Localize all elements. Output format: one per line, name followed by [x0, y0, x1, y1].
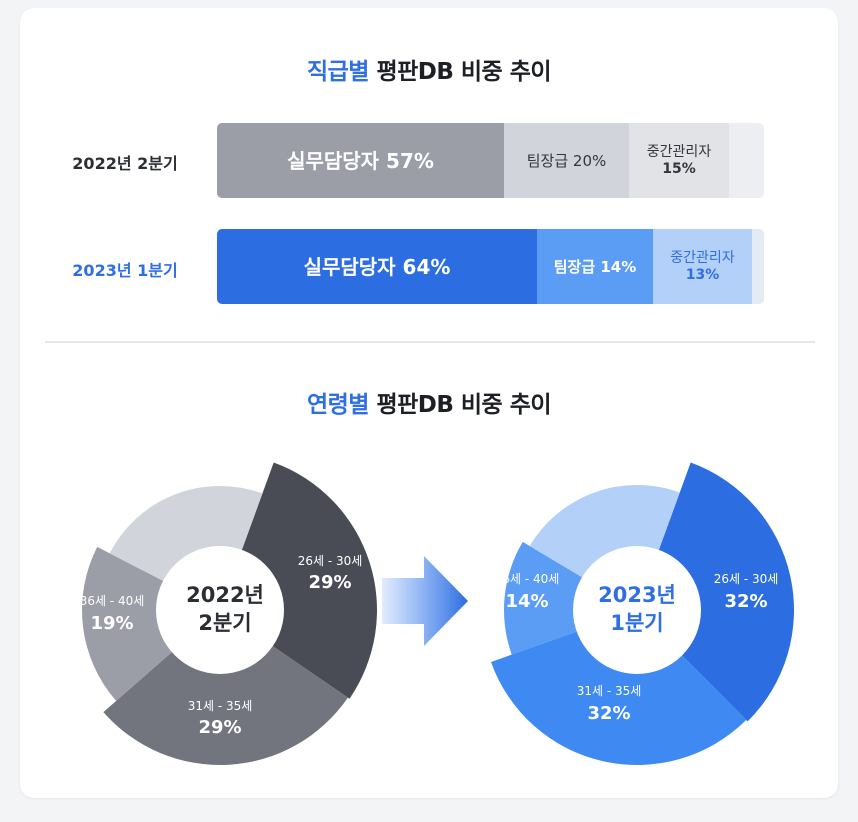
- section-divider: [45, 341, 815, 343]
- slice-value-36-40: 14%: [505, 591, 548, 612]
- donut-hole-2023: [573, 546, 701, 674]
- segment-label: 실무담당자 57%: [287, 148, 434, 173]
- age-title-accent: 연령별: [306, 392, 369, 418]
- bar-segment-staff-2023: 실무담당자 64%: [217, 229, 537, 304]
- donut-chart-2023: 2023년 1분기 26세 - 30세 32% 31세 - 35세 32% 36…: [490, 462, 795, 765]
- rank-section-title: 직급별 평판DB 비중 추이: [0, 52, 858, 86]
- segment-label: 중간관리자: [646, 143, 712, 160]
- age-title-rest: 평판DB 비중 추이: [368, 392, 552, 418]
- slice-label-31-35: 31세 - 35세: [188, 699, 253, 713]
- donut-chart-2022: 2022년 2분기 26세 - 30세 29% 31세 - 35세 29% 36…: [80, 462, 377, 765]
- segment-label: 팀장급 20%: [526, 151, 607, 170]
- bar-segment-mid-manager-2022: 중간관리자 15%: [629, 123, 729, 198]
- slice-value-31-35: 32%: [587, 703, 630, 724]
- center-label-line1: 2023년: [598, 583, 676, 607]
- age-section-title: 연령별 평판DB 비중 추이: [0, 385, 858, 419]
- rank-title-rest: 평판DB 비중 추이: [368, 59, 552, 85]
- slice-label-36-40: 36세 - 40세: [80, 594, 145, 608]
- center-label-line2: 2분기: [198, 611, 251, 635]
- slice-value-26-30: 29%: [308, 572, 351, 593]
- stacked-bar-2022: 실무담당자 57% 팀장급 20% 중간관리자 15%: [217, 123, 764, 198]
- transition-arrow-icon: [382, 556, 468, 646]
- slice-label-36-40: 36세 - 40세: [495, 572, 560, 586]
- segment-label: 실무담당자 64%: [303, 254, 451, 279]
- row-label-2022: 2022년 2분기: [72, 154, 178, 173]
- row-label-2023: 2023년 1분기: [72, 261, 178, 280]
- slice-31-35-2022: [103, 632, 348, 765]
- segment-value: 13%: [685, 266, 720, 283]
- bar-segment-team-lead-2023: 팀장급 14%: [537, 229, 653, 304]
- slice-label-26-30: 26세 - 30세: [298, 554, 363, 568]
- center-label-line2: 1분기: [610, 611, 663, 635]
- donut-hole-2022: [156, 546, 284, 674]
- bar-segment-mid-manager-2023: 중간관리자 13%: [653, 229, 752, 304]
- slice-26-30-2023: [650, 462, 795, 722]
- slice-value-36-40: 19%: [90, 613, 133, 634]
- slice-31-35-2023: [490, 623, 747, 765]
- slice-label-31-35: 31세 - 35세: [577, 684, 642, 698]
- slice-value-26-30: 32%: [724, 591, 767, 612]
- slice-label-26-30: 26세 - 30세: [714, 572, 779, 586]
- center-label-line1: 2022년: [186, 583, 264, 607]
- bar-segment-team-lead-2022: 팀장급 20%: [504, 123, 629, 198]
- bar-segment-staff-2022: 실무담당자 57%: [217, 123, 504, 198]
- slice-value-31-35: 29%: [198, 717, 241, 738]
- stacked-bar-2023: 실무담당자 64% 팀장급 14% 중간관리자 13%: [217, 229, 764, 304]
- segment-label: 중간관리자: [670, 249, 735, 266]
- rank-title-accent: 직급별: [306, 59, 369, 85]
- segment-label: 팀장급 14%: [553, 257, 637, 276]
- segment-value: 15%: [662, 160, 696, 177]
